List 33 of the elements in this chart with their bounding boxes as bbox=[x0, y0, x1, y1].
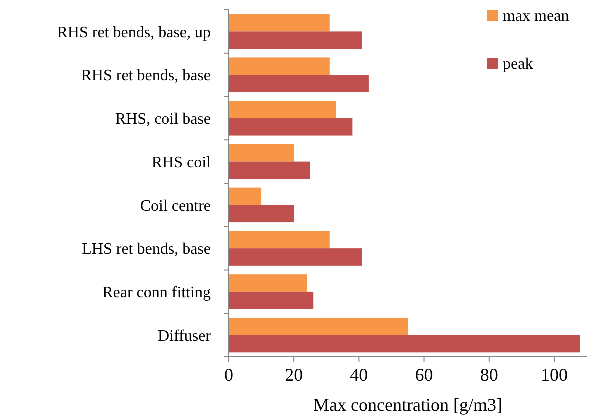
x-tick-label: 60 bbox=[415, 365, 434, 385]
y-tick-label: Diffuser bbox=[158, 328, 212, 345]
x-tick-label: 100 bbox=[540, 365, 568, 385]
bar bbox=[229, 101, 336, 118]
y-tick-label: RHS coil bbox=[152, 154, 212, 172]
x-tick-label: 20 bbox=[285, 365, 304, 385]
legend-label: max mean bbox=[503, 8, 570, 25]
y-tick-label: Rear conn fitting bbox=[102, 284, 211, 302]
bar bbox=[229, 118, 353, 136]
bar bbox=[229, 231, 330, 249]
bar bbox=[229, 144, 294, 162]
y-tick-label: RHS ret bends, base, up bbox=[57, 24, 211, 42]
bar bbox=[229, 205, 294, 223]
y-tick-label: LHS ret bends, base bbox=[82, 241, 211, 258]
bar bbox=[229, 75, 369, 92]
bar bbox=[229, 32, 362, 50]
bar bbox=[229, 248, 362, 266]
bar bbox=[229, 58, 330, 76]
x-tick-label: 80 bbox=[480, 365, 498, 385]
bar bbox=[229, 335, 580, 353]
bar bbox=[229, 188, 262, 206]
x-tick-label: 0 bbox=[224, 365, 234, 385]
x-axis-title: Max concentration [g/m3] bbox=[314, 395, 502, 415]
bar bbox=[229, 318, 408, 336]
legend-label: peak bbox=[503, 56, 534, 73]
bar bbox=[229, 162, 310, 180]
bar bbox=[229, 274, 308, 292]
bar bbox=[229, 292, 314, 310]
bar bbox=[229, 14, 330, 32]
y-tick-label: RHS ret bends, base bbox=[81, 68, 211, 85]
y-tick-label: Coil centre bbox=[140, 198, 211, 215]
x-tick-label: 40 bbox=[350, 365, 368, 385]
y-tick-label: RHS, coil base bbox=[115, 111, 211, 128]
